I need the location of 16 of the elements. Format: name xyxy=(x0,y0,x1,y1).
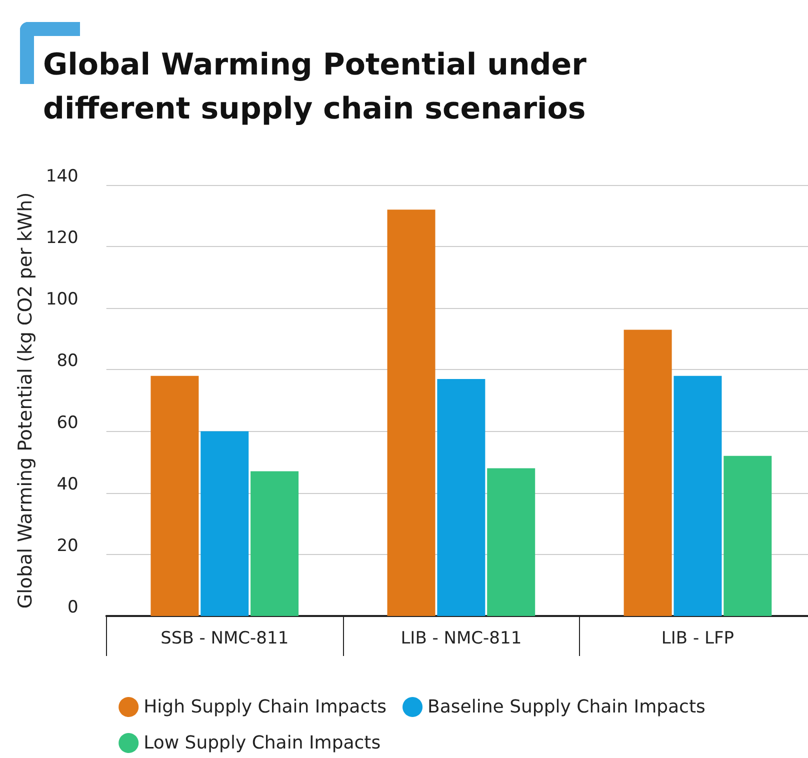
y-tick-label: 0 xyxy=(68,598,78,618)
x-tick-label: LIB - LFP xyxy=(661,628,734,648)
y-tick-label: 60 xyxy=(56,412,78,433)
y-tick-label: 80 xyxy=(56,351,78,372)
y-tick-label: 140 xyxy=(46,166,78,186)
legend-label: High Supply Chain Impacts xyxy=(144,696,387,718)
legend-label: Low Supply Chain Impacts xyxy=(144,732,381,754)
x-tick-label: SSB - NMC-811 xyxy=(160,628,289,648)
y-tick-label: 100 xyxy=(46,290,78,310)
y-tick-label: 40 xyxy=(56,474,78,494)
x-tick-label: LIB - NMC-811 xyxy=(400,628,522,648)
legend-label: Baseline Supply Chain Impacts xyxy=(428,696,706,718)
y-axis-title: Global Warming Potential (kg CO2 per kWh) xyxy=(14,192,36,609)
y-tick-label: 20 xyxy=(56,536,78,556)
y-tick-label: 120 xyxy=(46,228,78,248)
chart-title: Global Warming Potential under different supply chain scenarios xyxy=(43,48,597,126)
